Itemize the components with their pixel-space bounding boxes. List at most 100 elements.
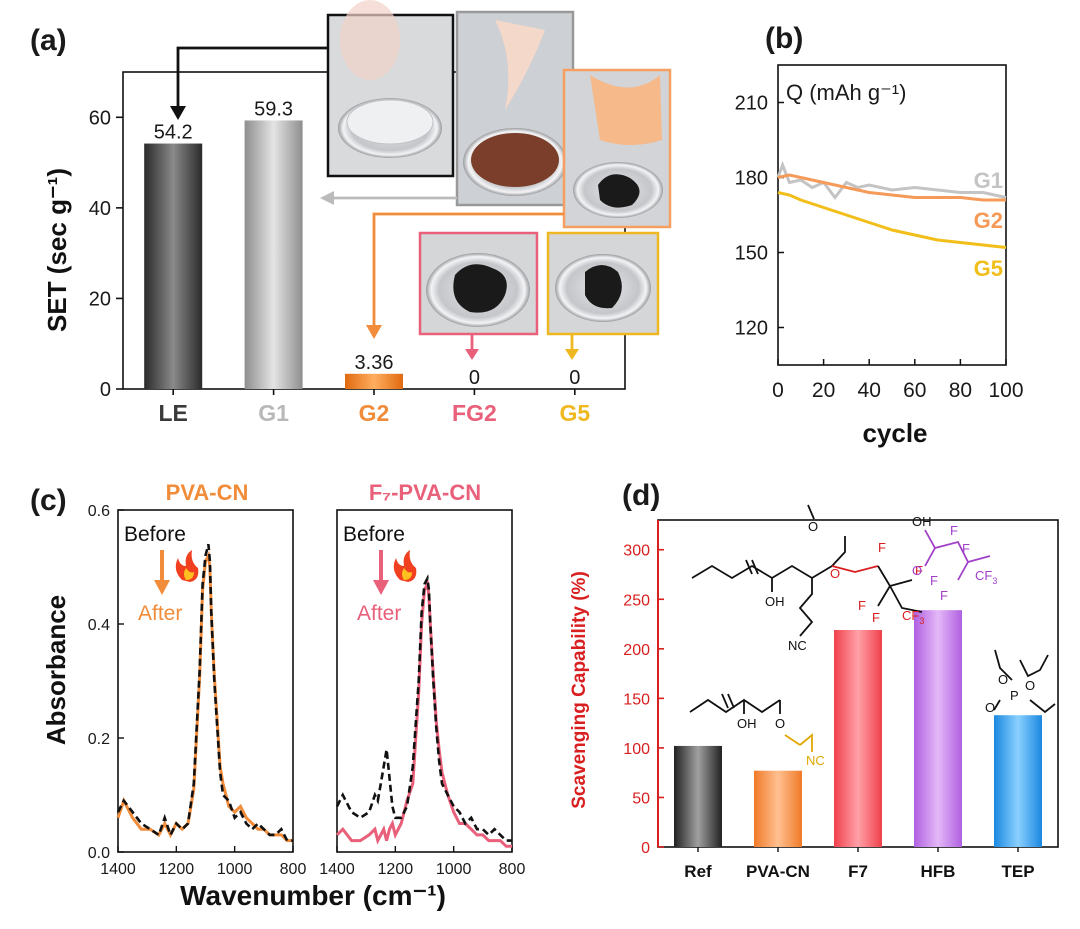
c-left-arrow-head — [154, 580, 170, 595]
b-xtick-label: 40 — [858, 379, 881, 402]
c-xtick-label: 800 — [499, 861, 526, 878]
a-bar-g1 — [244, 120, 303, 389]
d-ytick-label: 150 — [623, 691, 650, 708]
d-xtick-label: F7 — [848, 862, 868, 881]
b-xtick-label: 100 — [988, 379, 1023, 402]
photo-g5 — [546, 231, 660, 336]
panel-c-left-frame — [117, 509, 294, 853]
a-xtick-label: G2 — [359, 400, 390, 426]
panel-c-y-axis: 0.0 0.2 0.4 0.6 — [88, 503, 124, 862]
c-xtick-label: 800 — [280, 861, 307, 878]
a-ytick-label: 0 — [100, 379, 111, 401]
struct-o-2: O — [830, 566, 840, 581]
b-xtick-label: 0 — [772, 379, 784, 402]
b-ytick-label: 210 — [735, 93, 768, 115]
a-value-label: 0 — [569, 367, 580, 389]
arrow-g2-head — [366, 325, 382, 339]
c-left-before: Before — [124, 523, 186, 546]
panel-c-series — [116, 543, 512, 848]
panel-c-left-title: PVA-CN — [166, 480, 249, 505]
c-xtick-label: 1200 — [378, 861, 414, 878]
panel-label-d: (d) — [622, 479, 660, 512]
panel-a-bars: 54.2 59.3 3.36 0 0 — [144, 98, 580, 389]
struct-hfb-oh: OH — [912, 514, 932, 529]
d-bar-hfb — [914, 610, 962, 847]
panel-label-b: (b) — [765, 22, 803, 55]
struct-f-3: F — [915, 563, 923, 578]
struct-hfb-o: O — [912, 563, 922, 578]
c-xtick-label: 1200 — [159, 861, 195, 878]
a-ytick-label: 40 — [89, 198, 111, 220]
panel-c-y-label: Absorbance — [41, 595, 71, 745]
struct-o-1: O — [808, 519, 818, 534]
panel-label-a: (a) — [30, 24, 67, 57]
d-bar-pva-cn — [754, 770, 802, 847]
panel-d-chart: 0 50 100 150 200 250 300 Ref PVA-CN F7 HFB TEP Sca… — [569, 504, 1059, 881]
c-xtick-label: 1400 — [319, 861, 355, 878]
b-ytick-label: 180 — [735, 168, 768, 190]
panel-c-right-title: F₇-PVA-CN — [369, 480, 481, 505]
panel-d-y-label: Scavenging Capability (%) — [569, 571, 590, 809]
struct-cf3-1: CF3 — [902, 608, 924, 626]
photo-fg2 — [418, 231, 539, 336]
struct-oh-1: OH — [765, 594, 785, 609]
struct-hfb-f2: F — [962, 541, 970, 556]
c-ytick-label: 0.6 — [88, 503, 110, 520]
c-series-right-before — [335, 574, 512, 842]
b-ytick-label: 150 — [735, 243, 768, 265]
c-ytick-label: 0.4 — [88, 617, 110, 634]
c-right-after: After — [357, 602, 401, 625]
fire-icon — [175, 550, 199, 582]
c-xtick-label: 1000 — [217, 861, 253, 878]
struct-lower-o: O — [775, 716, 785, 731]
structure-tep — [993, 649, 1056, 714]
c-series-left-before — [116, 543, 293, 842]
panel-b-series: G1 G2 G5 — [776, 160, 1007, 281]
struct-hfb-f3: F — [930, 573, 938, 588]
struct-lower-oh: OH — [737, 716, 757, 731]
struct-f-2: F — [872, 610, 880, 625]
a-xtick-label: LE — [159, 400, 188, 426]
d-ytick-label: 300 — [623, 543, 650, 560]
photo-g1 — [455, 10, 575, 207]
structure-pva-cn-lower — [689, 693, 813, 752]
structure-hfb — [924, 529, 991, 581]
c-xtick-label: 1400 — [100, 861, 136, 878]
struct-hfb-cf3: CF3 — [975, 568, 997, 586]
c-series-left-after — [116, 550, 293, 843]
structure-pva-cn-top — [691, 504, 923, 637]
c-ytick-label: 0.0 — [88, 845, 110, 862]
panel-d-bars — [674, 610, 1042, 847]
d-ytick-label: 200 — [623, 642, 650, 659]
a-ytick-label: 60 — [89, 107, 111, 129]
panel-b-x-axis: 0 20 40 60 80 100 — [772, 359, 1024, 402]
a-value-label: 0 — [469, 367, 480, 389]
struct-hfb-f4: F — [940, 588, 948, 603]
d-xtick-label: TEP — [1001, 862, 1034, 881]
a-value-label: 59.3 — [254, 98, 293, 120]
c-right-arrow-head — [373, 580, 389, 595]
fire-icon — [393, 550, 417, 582]
struct-f-1: F — [878, 540, 886, 555]
b-series-g5 — [777, 191, 1007, 249]
panel-c-x-label: Wavenumber (cm⁻¹) — [180, 880, 446, 911]
struct-tep-o3: O — [985, 700, 995, 715]
c-ytick-label: 0.2 — [88, 731, 110, 748]
d-bar-tep — [994, 715, 1042, 847]
a-xtick-label: FG2 — [452, 400, 497, 426]
a-xtick-label: G1 — [258, 400, 289, 426]
struct-tep-p: P — [1010, 688, 1019, 703]
d-bar-ref — [674, 745, 722, 847]
d-bar-f7 — [834, 629, 882, 847]
d-xtick-label: PVA-CN — [746, 862, 810, 881]
struct-tep-o1: O — [998, 672, 1008, 687]
b-series-label-g1: G1 — [974, 168, 1003, 193]
panel-b-frame — [777, 64, 1007, 366]
d-xtick-label: HFB — [921, 862, 956, 881]
panel-c-right-frame — [336, 509, 513, 853]
c-xtick-label: 1000 — [436, 861, 472, 878]
a-bar-le — [144, 143, 203, 389]
panel-b-y-axis: 120 150 180 210 — [735, 93, 784, 340]
panel-a-y-axis: 0 20 40 60 — [89, 107, 123, 401]
